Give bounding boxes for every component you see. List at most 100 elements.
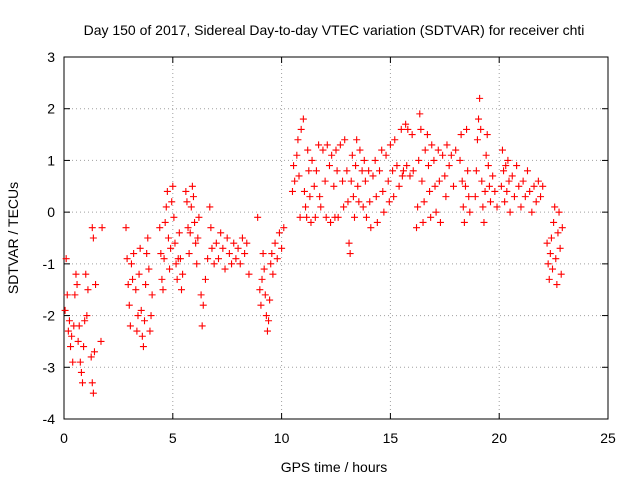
data-point: [208, 244, 216, 252]
data-point: [493, 203, 501, 211]
data-point: [332, 146, 340, 154]
data-point: [350, 213, 358, 221]
y-tick-label: -2: [43, 308, 56, 324]
data-point: [271, 239, 279, 247]
data-point: [341, 136, 349, 144]
data-point: [137, 306, 145, 314]
data-point: [328, 151, 336, 159]
data-point: [386, 141, 394, 149]
data-point: [145, 265, 153, 273]
data-point: [557, 270, 565, 278]
data-point: [463, 125, 471, 133]
data-point: [288, 187, 296, 195]
data-point: [168, 198, 176, 206]
data-point: [176, 255, 184, 263]
data-point: [311, 213, 319, 221]
data-point: [122, 224, 130, 232]
data-point: [125, 301, 133, 309]
data-point: [530, 182, 538, 190]
data-point: [506, 208, 514, 216]
data-point: [124, 281, 132, 289]
y-tick-label: 2: [47, 101, 55, 117]
data-point: [532, 198, 540, 206]
data-point: [133, 327, 141, 335]
data-point: [64, 327, 72, 335]
data-point: [460, 218, 468, 226]
data-point: [315, 141, 323, 149]
data-point: [266, 296, 274, 304]
data-point: [97, 337, 105, 345]
data-point: [88, 379, 96, 387]
data-point: [409, 167, 417, 175]
data-point: [378, 146, 386, 154]
data-point: [442, 193, 450, 201]
data-point: [89, 234, 97, 242]
data-point: [365, 167, 373, 175]
data-point: [157, 250, 165, 258]
data-point: [317, 203, 325, 211]
data-point: [519, 177, 527, 185]
data-point: [406, 172, 414, 180]
data-point: [297, 125, 305, 133]
data-point: [319, 146, 327, 154]
data-point: [434, 146, 442, 154]
data-point: [72, 270, 80, 278]
data-point: [92, 281, 100, 289]
grid: [64, 57, 608, 419]
data-point: [510, 193, 518, 201]
data-point: [483, 131, 491, 139]
data-point: [268, 250, 276, 258]
y-tick-label: 1: [47, 152, 55, 168]
axis-ticks: 0 5 10 15 20 25 -4 -3 -2 -1 0 1 2 3: [43, 49, 616, 446]
data-point: [241, 250, 249, 258]
data-point: [75, 322, 83, 330]
data-point: [212, 239, 220, 247]
data-point: [67, 343, 75, 351]
data-point: [81, 317, 89, 325]
data-point: [415, 156, 423, 164]
data-point: [521, 193, 529, 201]
data-point: [354, 182, 362, 190]
data-point: [316, 193, 324, 201]
data-point: [491, 187, 499, 195]
data-point: [290, 162, 298, 170]
data-point: [336, 141, 344, 149]
data-point: [123, 255, 131, 263]
data-points: [61, 94, 566, 397]
data-point: [344, 198, 352, 206]
data-point: [330, 182, 338, 190]
data-point: [431, 182, 439, 190]
data-point: [416, 110, 424, 118]
data-point: [269, 270, 277, 278]
data-point: [171, 239, 179, 247]
data-point: [543, 239, 551, 247]
data-point: [371, 156, 379, 164]
data-point: [555, 208, 563, 216]
data-point: [551, 203, 559, 211]
data-point: [263, 327, 271, 335]
data-point: [258, 275, 266, 283]
data-point: [376, 167, 384, 175]
data-point: [403, 162, 411, 170]
data-point: [273, 255, 281, 263]
data-point: [443, 141, 451, 149]
data-point: [156, 224, 164, 232]
data-point: [489, 172, 497, 180]
data-point: [369, 172, 377, 180]
data-point: [232, 255, 240, 263]
data-point: [478, 177, 486, 185]
data-point: [485, 182, 493, 190]
data-point: [257, 301, 265, 309]
data-point: [295, 172, 303, 180]
data-point: [502, 162, 510, 170]
data-point: [188, 182, 196, 190]
data-point: [300, 187, 308, 195]
data-point: [464, 167, 472, 175]
data-point: [380, 208, 388, 216]
data-point: [173, 275, 181, 283]
data-point: [340, 203, 348, 211]
data-point: [379, 187, 387, 195]
data-point: [169, 182, 177, 190]
data-point: [186, 229, 194, 237]
y-tick-label: -1: [43, 256, 56, 272]
